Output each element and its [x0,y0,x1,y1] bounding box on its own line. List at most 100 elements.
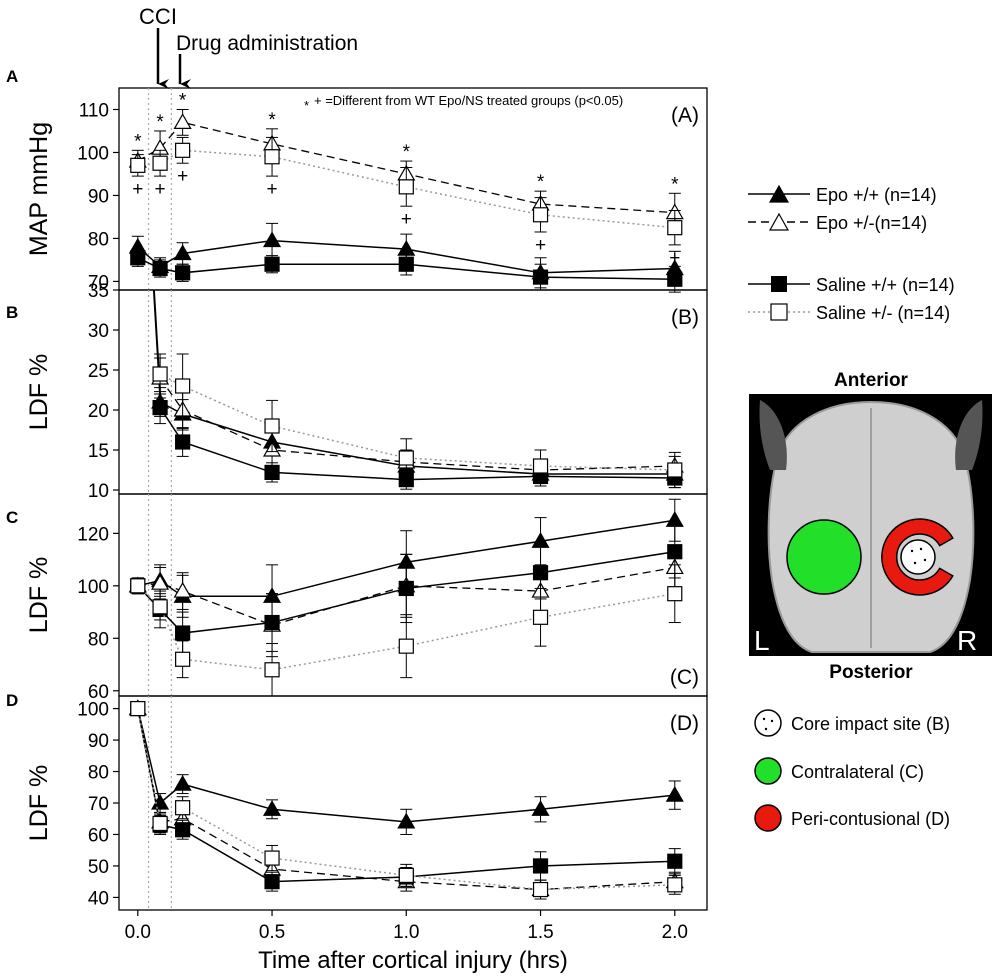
panel-d-saline-point [130,700,146,717]
x-tick-label: 0.5 [259,922,285,943]
panel-letter-c: C [6,508,18,527]
panel-a-saline-point [152,155,168,171]
core-marker-dot [770,719,774,723]
panel-a-ytick-label: 80 [88,229,109,250]
panel-c-ytick-label: 100 [77,577,109,598]
panel-a-star: * [537,172,545,193]
panel-a-ytick-label: 100 [77,143,109,164]
core-dot [919,547,923,551]
panel-a-ytick-label: 90 [88,186,109,207]
panel-b-epo-line [159,401,675,475]
contralateral-site [786,519,862,595]
x-tick-label: 1.0 [393,922,419,943]
panel-b-saline-point [175,434,191,450]
panel-d-epo-point [397,812,416,829]
panel-c-saline-point [175,625,191,641]
panel-b-ylabel: LDF % [25,354,53,430]
site-legend-contra-label: Contralateral (C) [791,762,924,782]
panel-b-saline-point [152,400,168,416]
panel-b-ytick-label: 15 [88,441,109,462]
panel-a-epo-point [173,244,192,261]
panel-a-epo-point [263,231,282,248]
panel-c-epo-point [151,573,170,590]
panel-b-epo-line [159,377,675,471]
panel-d-saline-point [532,881,549,898]
panel-a-plus: + [132,179,143,200]
panel-c-tag: (C) [670,666,699,689]
panel-a-star: * [179,90,187,111]
panel-letter-d: D [6,691,18,710]
skull-anterior-label: Anterior [834,370,909,391]
legend-marker-epo-wt [768,184,790,203]
site-legend-core-label: Core impact site (B) [791,714,950,734]
panel-b-saline-point [667,462,683,478]
panel-c-ytick-label: 60 [88,682,109,703]
panel-d-saline-point [175,800,191,816]
panel-d-saline-point [667,853,683,869]
panel-d-saline-line [137,708,675,891]
x-axis: 0.0 0.5 1.0 1.5 2.0 [125,910,688,943]
panel-b-saline-point [264,418,280,434]
skull-eye-left [759,400,787,470]
series-legend: Epo +/+ (n=14) Epo +/-(n=14) Saline +/+ … [748,184,955,323]
panel-b-ytick-label: 20 [88,401,109,422]
panel-a-saline-point [398,179,414,195]
panel-b-saline-line [159,407,675,481]
panel-b-ytick-label: 30 [88,321,109,342]
panel-a-saline-point [667,271,683,287]
panel-a-saline-point [130,250,146,266]
panel-d-epo-line [137,708,675,823]
chart-area: 70 80 90 100 110 MAP mmHg (A) * * * * * * * + + + + + + +10 1… [25,87,708,911]
panel-c-ytick-label: 120 [77,524,109,545]
core-dot [923,558,927,562]
panel-a-saline-point [130,157,146,173]
x-tick-label: 0.0 [125,922,151,943]
skull-diagram: Anterior L R Posterior [749,370,992,683]
panel-c-saline-point [398,580,414,597]
panel-d-ytick-label: 40 [88,888,109,909]
panel-d-ylabel: LDF % [25,765,53,841]
panel-d-saline-point [667,877,683,893]
panel-c-saline-point [264,614,280,631]
panel-b-saline-point [532,458,549,474]
panel-d-saline-point [398,867,414,883]
significance-note: + =Different from WT Epo/NS treated grou… [314,93,623,108]
panel-a-star: * [134,131,142,152]
panel-a-epo-point [173,113,192,129]
panel-d-ytick-label: 90 [88,731,109,752]
panel-c-saline-point [130,578,146,594]
panel-b-saline-point [175,378,191,394]
panel-c-ylabel: LDF % [25,557,53,633]
panel-b-ytick-label: 25 [88,361,109,382]
legend-marker-saline-het [770,303,788,321]
legend-marker-epo-het [768,212,790,231]
panel-b-saline-point [264,464,280,480]
panel-d-epo-point [263,800,282,816]
panel-c-ytick-label: 80 [88,629,109,650]
skull-left-label: L [754,625,770,656]
panel-c-saline-point [667,586,683,602]
site-legend: Core impact site (B) Contralateral (C) P… [754,709,950,832]
panel-d-epo-point [531,800,550,816]
panel-a-saline-point [175,142,191,158]
panel-c-saline-point [175,651,191,667]
legend-label-saline-wt: Saline +/+ (n=14) [816,275,955,295]
panel-d-saline-point [175,822,191,838]
site-legend-peri-marker [754,804,782,832]
panel-c-epo-point [665,511,684,527]
panel-d-saline-point [152,815,168,832]
panel-a-plus: + [401,209,412,230]
panel-d-ytick-label: 60 [88,825,109,846]
panel-c-saline-point [667,544,683,560]
panel-d-saline-point [264,850,280,866]
panel-a-star: * [268,110,276,131]
panel-a-plus: + [669,248,680,269]
legend-marker-saline-wt [771,276,787,292]
panel-d-tag: (D) [670,712,699,735]
panel-d-epo-line [137,708,675,891]
panel-letter-b: B [6,303,18,322]
panel-a-star: * [671,174,679,195]
x-axis-label: Time after cortical injury (hrs) [258,947,568,974]
panel-b-ytick-label: 35 [88,281,109,302]
core-marker-dot [764,727,768,731]
